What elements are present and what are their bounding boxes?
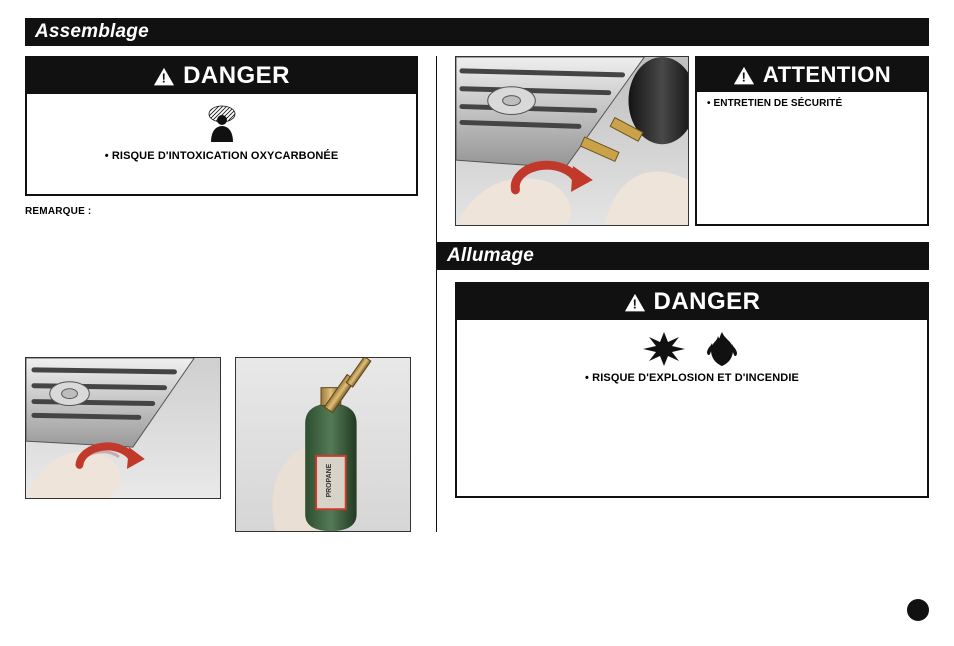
remark-label: REMARQUE :: [25, 206, 418, 217]
attention-box: ! ATTENTION • ENTRETIEN DE SÉCURITÉ: [695, 56, 929, 226]
danger-bullet-1: • RISQUE D'INTOXICATION OXYCARBONÉE: [37, 150, 406, 162]
page-root: Assemblage ! DANGER: [0, 0, 954, 646]
svg-text:!: !: [742, 69, 747, 84]
danger-box-carbon-monoxide: ! DANGER: [25, 56, 418, 196]
danger-header-text-2: DANGER: [654, 288, 761, 316]
column-divider: [436, 56, 437, 532]
svg-text:!: !: [162, 70, 167, 85]
explosion-icon: [643, 332, 685, 366]
fire-icon: [703, 332, 741, 366]
photo-stove-corner-illustration: [26, 358, 220, 499]
right-column: ! ATTENTION • ENTRETIEN DE SÉCURITÉ Allu…: [443, 56, 929, 532]
svg-text:!: !: [632, 296, 637, 311]
photo-stove-corner: [25, 357, 221, 499]
danger-box-explosion-fire: ! DANGER: [455, 282, 929, 498]
svg-text:PROPANE: PROPANE: [326, 463, 333, 497]
photo-propane-illustration: PROPANE: [236, 358, 410, 531]
danger-header-1: ! DANGER: [27, 58, 416, 94]
attention-bullet: • ENTRETIEN DE SÉCURITÉ: [707, 98, 917, 109]
attention-header: ! ATTENTION: [697, 58, 927, 92]
danger-bullet-2: • RISQUE D'EXPLOSION ET D'INCENDIE: [467, 372, 917, 384]
photo-attach-illustration: [456, 57, 688, 226]
warning-triangle-icon: !: [153, 67, 175, 86]
warning-triangle-icon: !: [624, 293, 646, 312]
photo-attach-cylinder: [455, 56, 689, 226]
page-number-dot: [907, 599, 929, 621]
photo-row-left: PROPANE: [25, 357, 418, 532]
warning-triangle-icon: !: [733, 66, 755, 85]
photo-propane-bottle: PROPANE: [235, 357, 411, 532]
attention-body: • ENTRETIEN DE SÉCURITÉ: [697, 92, 927, 125]
danger-header-2: ! DANGER: [457, 284, 927, 320]
danger-body-2: • RISQUE D'EXPLOSION ET D'INCENDIE: [457, 320, 927, 400]
attention-row: ! ATTENTION • ENTRETIEN DE SÉCURITÉ: [455, 56, 929, 226]
danger-body-1: • RISQUE D'INTOXICATION OXYCARBONÉE: [27, 94, 416, 178]
danger-header-text-1: DANGER: [183, 62, 290, 90]
attention-header-text: ATTENTION: [763, 62, 891, 88]
section-bar-assemblage: Assemblage: [25, 18, 929, 46]
two-column-layout: ! DANGER: [25, 56, 929, 532]
section-bar-allumage: Allumage: [437, 242, 929, 270]
left-column: ! DANGER: [25, 56, 430, 532]
co-hazard-icon: [37, 104, 406, 144]
